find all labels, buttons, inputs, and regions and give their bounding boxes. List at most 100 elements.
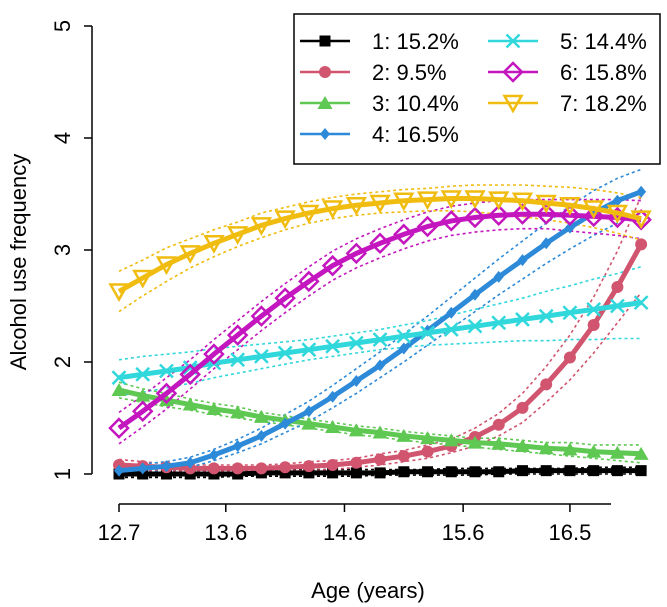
series-7-point — [369, 194, 391, 214]
series-7-point — [227, 226, 249, 245]
series-1-point — [540, 465, 552, 477]
legend-box — [293, 13, 661, 165]
series-5-point — [301, 342, 317, 358]
series-5-lower-band — [118, 337, 642, 397]
series-5-point — [562, 305, 578, 321]
legend-item-7: 7: 18.2% — [488, 91, 647, 116]
y-ticks: 1 2 3 4 5 — [50, 20, 92, 480]
legend: 1: 15.2% 2: 9.5% 3: 10.4% 4: 16.5% 5: 14.4% 6… — [293, 13, 661, 165]
series-4-point — [493, 270, 504, 283]
series-6-point — [559, 204, 581, 227]
legend-1-point — [319, 35, 331, 47]
series-7 — [108, 190, 652, 302]
x-axis-title: Age (years) — [311, 578, 425, 603]
legend-7-point — [502, 94, 524, 114]
series-2-point — [492, 418, 505, 431]
series-7-point — [416, 191, 439, 211]
series-2-point — [611, 280, 624, 293]
series-6-lower-band — [118, 227, 642, 445]
series-1-point — [350, 467, 362, 479]
series-7-point — [488, 191, 510, 211]
series-4-point — [541, 237, 552, 250]
series-1-point — [564, 465, 576, 477]
series-7-point — [155, 256, 178, 276]
series-1-point — [588, 465, 600, 477]
series-6-point — [345, 242, 368, 265]
series-3-point — [135, 388, 151, 402]
series-4-point — [208, 448, 219, 461]
legend-4-point — [320, 128, 330, 140]
x-tick-label: 16.5 — [549, 520, 592, 545]
legend-label: 3: 10.4% — [372, 91, 459, 116]
series-5-point — [135, 366, 151, 382]
y-tick-label: 5 — [50, 20, 75, 32]
y-tick-label: 3 — [50, 244, 75, 256]
series-3-point — [491, 436, 507, 450]
series-5-point — [159, 363, 174, 379]
series-5 — [111, 295, 649, 386]
series-1-lower-band — [119, 473, 642, 479]
series-1-point — [445, 466, 457, 478]
series-7-point — [179, 245, 201, 264]
series-3-point — [230, 405, 246, 419]
series-2-point — [302, 460, 315, 473]
series-7-point — [511, 192, 534, 212]
y-tick-label: 2 — [50, 356, 75, 368]
series-4-point — [137, 462, 148, 475]
series-2-point — [255, 462, 268, 475]
series-7-point — [345, 196, 367, 216]
series-3-point — [206, 402, 222, 416]
y-tick-label: 1 — [50, 468, 75, 480]
series-4-point — [161, 460, 172, 473]
series-5-point — [325, 338, 340, 354]
legend-label: 1: 15.2% — [372, 29, 459, 54]
series-2-point — [563, 351, 576, 364]
legend-label: 2: 9.5% — [372, 60, 447, 85]
series-6-point — [369, 232, 391, 255]
series-6-point — [250, 305, 273, 327]
series-7-point — [250, 217, 273, 236]
series-1-point — [611, 465, 623, 477]
series-2-bands — [118, 195, 642, 473]
series-4-bands — [118, 168, 642, 475]
series-5-point — [586, 301, 602, 317]
series-5-point — [610, 298, 625, 314]
series-6-point — [464, 206, 486, 229]
series-2-upper-band — [118, 195, 642, 466]
series-1-point — [422, 466, 434, 478]
series-3-point — [420, 431, 436, 445]
series-1-point — [160, 468, 172, 480]
series-5-point — [538, 308, 554, 324]
legend-item-1: 1: 15.2% — [300, 29, 459, 54]
series-4-point — [351, 375, 362, 388]
legend-item-3: 3: 10.4% — [300, 91, 459, 116]
series-7-point — [203, 235, 225, 254]
series-2-point — [635, 238, 648, 251]
series-6-point — [393, 223, 415, 246]
series-6-bands — [118, 198, 642, 445]
series-1-point — [635, 465, 647, 477]
x-tick-label: 14.6 — [323, 520, 366, 545]
series-1-point — [398, 466, 410, 478]
series-4-point — [327, 390, 338, 403]
legend-2-point — [319, 66, 331, 78]
series-2-point — [231, 462, 244, 475]
legend-label: 4: 16.5% — [372, 122, 459, 147]
legend-item-4: 4: 16.5% — [300, 122, 459, 147]
x-tick-label: 15.6 — [442, 520, 485, 545]
series-4-point — [114, 464, 124, 477]
series-3-point — [633, 446, 649, 460]
series-5-point — [372, 332, 388, 347]
axes: 12.7 13.6 14.6 15.6 16.5 1 2 3 4 5 Age (years) A… — [6, 20, 611, 603]
series-4-point — [446, 306, 457, 319]
series-1-point — [516, 465, 528, 477]
series-7-lower-band — [118, 210, 642, 313]
series-3-point — [609, 445, 625, 459]
series-4-point — [303, 405, 314, 418]
series-7-point — [132, 269, 154, 289]
series-4-point — [375, 359, 386, 372]
series-2-point — [350, 456, 363, 469]
legend-item-6: 6: 15.8% — [488, 60, 647, 85]
series-5-point — [443, 322, 459, 337]
